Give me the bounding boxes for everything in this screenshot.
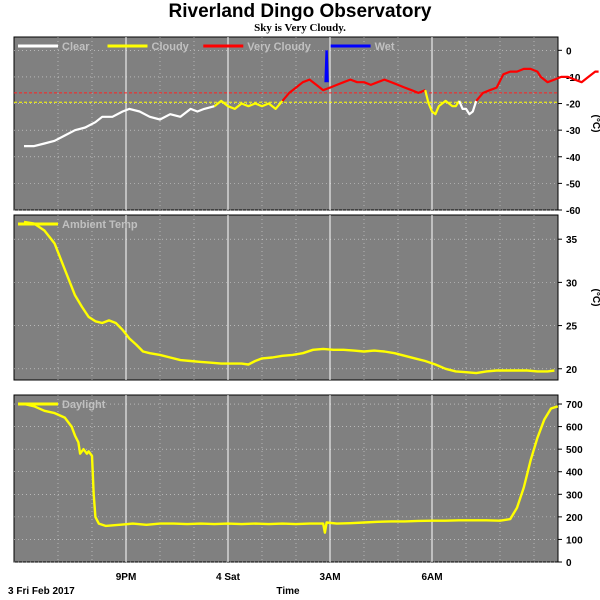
- panel-sky: 0-10-20-30-40-50-60(°C)Clear Cloudy Very C…: [13, 36, 600, 217]
- panel-background: [13, 36, 559, 211]
- series-very-cloudy: [281, 78, 426, 102]
- y-tick-label: -40: [566, 153, 581, 164]
- date-label: 3 Fri Feb 2017: [8, 586, 75, 597]
- y-tick-label: 400: [566, 468, 583, 479]
- y-tick-label: -50: [566, 179, 581, 190]
- series-clear: [458, 100, 478, 116]
- series-wet: [324, 50, 329, 83]
- x-tick-label: 4 Sat: [216, 572, 241, 583]
- series-ambient: [23, 220, 555, 375]
- y-tick-label: 300: [566, 490, 583, 501]
- legend-label: Very Cloudy: [247, 41, 311, 53]
- legend-label: Wet: [375, 41, 395, 53]
- legend-label: Ambient Temp: [62, 219, 138, 231]
- y-tick-label: -20: [566, 100, 581, 111]
- series-daylight: [23, 402, 559, 534]
- legend-label: Clear: [62, 41, 90, 53]
- y-tick-label: 25: [566, 322, 578, 333]
- y-axis-label: (°C): [590, 289, 600, 307]
- y-tick-label: 0: [566, 46, 572, 57]
- series-cloudy: [213, 99, 284, 111]
- legend-label: Daylight: [62, 399, 106, 411]
- y-tick-label: 200: [566, 513, 583, 524]
- page-title: Riverland Dingo Observatory: [168, 1, 432, 22]
- y-tick-label: 20: [566, 365, 578, 376]
- panel-background: [13, 214, 559, 381]
- series-very-cloudy: [475, 67, 599, 102]
- x-tick-label: 3AM: [319, 572, 340, 583]
- panel-background: [13, 394, 559, 563]
- y-tick-label: 700: [566, 400, 583, 411]
- sky-status-subtitle: Sky is Very Cloudy.: [254, 22, 346, 34]
- y-tick-label: 0: [566, 558, 572, 569]
- y-tick-label: 30: [566, 278, 578, 289]
- x-tick-label: 6AM: [421, 572, 442, 583]
- panel-ambient: 35 30 25 20 (°C) Ambient Temp: [13, 214, 600, 381]
- y-tick-label: 35: [566, 235, 578, 246]
- y-tick-label: 100: [566, 535, 583, 546]
- y-axis-label: (°C): [590, 115, 600, 133]
- series-clear: [24, 105, 215, 148]
- x-tick-label: 9PM: [116, 572, 137, 583]
- y-tick-label: 600: [566, 423, 583, 434]
- series-cloudy: [424, 89, 461, 116]
- y-tick-label: -60: [566, 206, 581, 217]
- y-tick-label: -30: [566, 126, 581, 137]
- x-axis-title: Time: [276, 586, 300, 597]
- legend-label: Cloudy: [152, 41, 190, 53]
- y-tick-label: 500: [566, 445, 583, 456]
- panel-daylight: 700 600 500 400 300 200 100 0 Daylight: [13, 394, 583, 569]
